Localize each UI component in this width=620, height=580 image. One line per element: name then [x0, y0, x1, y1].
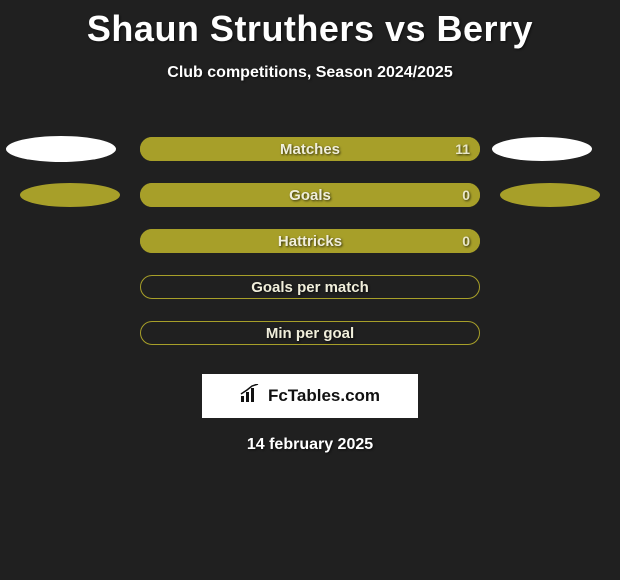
right-ellipse [492, 137, 592, 161]
stat-label: Hattricks [140, 229, 480, 253]
page-subtitle: Club competitions, Season 2024/2025 [0, 64, 620, 82]
stat-bar: Hattricks0 [140, 229, 480, 253]
stat-bar: Min per goal [140, 321, 480, 345]
stat-row: Goals per match [0, 264, 620, 310]
stat-value: 0 [462, 183, 470, 207]
stat-label: Goals [140, 183, 480, 207]
stat-bar: Goals0 [140, 183, 480, 207]
stat-row: Goals0 [0, 172, 620, 218]
stat-row: Matches11 [0, 126, 620, 172]
stat-label: Goals per match [140, 275, 480, 299]
stat-bar: Matches11 [140, 137, 480, 161]
brand-box: FcTables.com [202, 374, 418, 418]
stat-row: Min per goal [0, 310, 620, 356]
left-ellipse [20, 183, 120, 207]
stat-value: 11 [455, 137, 470, 161]
date-text: 14 february 2025 [0, 436, 620, 454]
brand-text: FcTables.com [268, 386, 380, 406]
stat-row: Hattricks0 [0, 218, 620, 264]
stats-container: Matches11Goals0Hattricks0Goals per match… [0, 126, 620, 356]
page-title: Shaun Struthers vs Berry [0, 0, 620, 50]
left-ellipse [6, 136, 116, 162]
stat-label: Matches [140, 137, 480, 161]
stat-bar: Goals per match [140, 275, 480, 299]
stat-label: Min per goal [140, 321, 480, 345]
stat-value: 0 [462, 229, 470, 253]
brand-chart-icon [240, 384, 262, 409]
right-ellipse [500, 183, 600, 207]
